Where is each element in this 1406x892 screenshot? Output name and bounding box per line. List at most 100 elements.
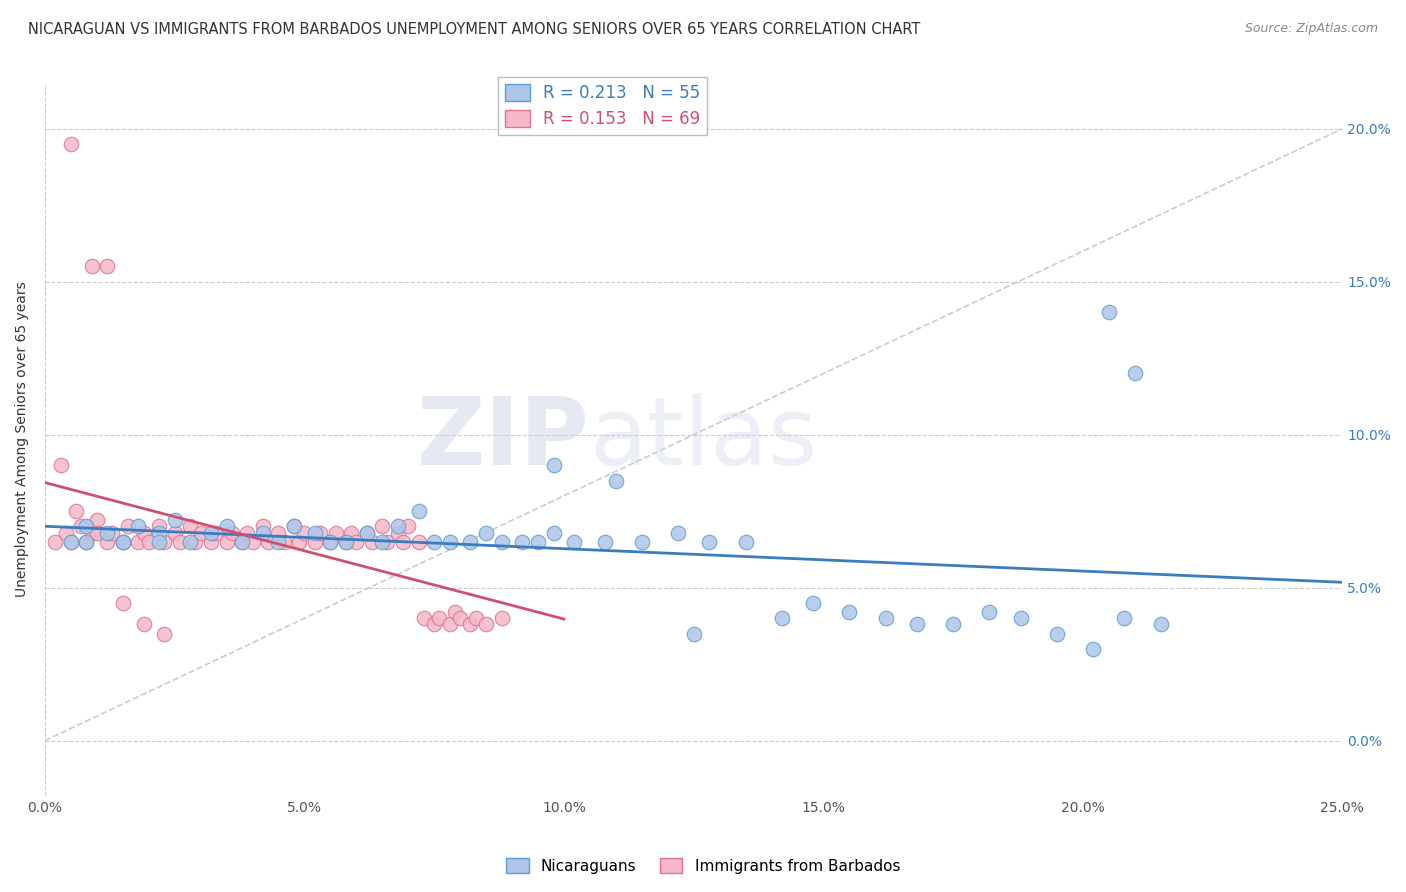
Point (111, 596, 134, 610)
Point (304, 525, 326, 540)
Point (76, 534, 98, 549)
Point (309, 525, 332, 540)
Point (111, 534, 134, 549)
Point (770, 611, 793, 625)
Point (283, 519, 305, 533)
Y-axis label: Unemployment Among Seniors over 65 years: Unemployment Among Seniors over 65 years (15, 281, 30, 597)
Point (356, 525, 378, 540)
Point (236, 525, 259, 540)
Point (252, 519, 274, 533)
Point (200, 525, 222, 540)
Point (344, 534, 367, 549)
Point (408, 534, 430, 549)
Point (273, 534, 295, 549)
Point (231, 534, 253, 549)
Point (475, 617, 498, 632)
Point (361, 534, 384, 549)
Point (49, 458, 72, 473)
Point (1123, 367, 1146, 381)
Point (215, 519, 238, 533)
Point (396, 519, 419, 533)
Point (356, 525, 378, 540)
Point (460, 617, 482, 632)
Point (96, 534, 118, 549)
Point (221, 525, 243, 540)
Point (387, 525, 409, 540)
Point (76, 534, 98, 549)
Point (252, 525, 274, 540)
Point (905, 617, 928, 632)
Point (875, 611, 897, 625)
Point (427, 611, 450, 625)
Point (153, 534, 176, 549)
Point (377, 534, 399, 549)
Point (319, 534, 342, 549)
Point (1149, 617, 1171, 632)
Point (1098, 305, 1121, 319)
Point (979, 605, 1001, 619)
Point (464, 611, 486, 625)
Point (148, 519, 170, 533)
Point (65, 504, 87, 518)
Point (190, 525, 212, 540)
Point (319, 534, 342, 549)
Point (267, 534, 290, 549)
Point (605, 474, 627, 488)
Point (148, 525, 170, 540)
Point (179, 534, 201, 549)
Point (215, 534, 238, 549)
Point (408, 504, 430, 518)
Point (595, 534, 617, 549)
Point (80, 525, 103, 540)
Point (59, 136, 82, 151)
Point (630, 534, 652, 549)
Point (179, 519, 201, 533)
Point (169, 534, 191, 549)
Point (439, 617, 461, 632)
Point (801, 596, 824, 610)
Point (86, 525, 108, 540)
Point (231, 534, 253, 549)
Point (412, 611, 434, 625)
Point (86, 513, 108, 527)
Point (163, 513, 186, 527)
Point (44, 534, 66, 549)
Point (59, 534, 82, 549)
Text: ZIP: ZIP (418, 393, 591, 485)
Point (59, 534, 82, 549)
Point (371, 519, 394, 533)
Point (101, 525, 124, 540)
Point (76, 519, 98, 533)
Point (242, 534, 264, 549)
Point (55, 525, 77, 540)
Point (460, 534, 482, 549)
Point (80, 260, 103, 274)
Point (666, 525, 689, 540)
Point (512, 534, 534, 549)
Point (96, 525, 118, 540)
Point (288, 534, 311, 549)
Point (562, 534, 585, 549)
Point (70, 519, 93, 533)
Point (491, 534, 513, 549)
Point (117, 519, 139, 533)
Point (942, 617, 965, 632)
Point (543, 458, 565, 473)
Point (527, 534, 550, 549)
Point (148, 534, 170, 549)
Point (335, 534, 357, 549)
Point (283, 519, 305, 533)
Point (444, 605, 467, 619)
Point (838, 605, 860, 619)
Point (335, 534, 357, 549)
Point (96, 260, 118, 274)
Point (132, 525, 155, 540)
Point (304, 534, 326, 549)
Point (127, 534, 149, 549)
Point (267, 525, 290, 540)
Point (111, 534, 134, 549)
Point (294, 525, 316, 540)
Point (184, 534, 207, 549)
Point (1046, 626, 1069, 640)
Point (340, 525, 363, 540)
